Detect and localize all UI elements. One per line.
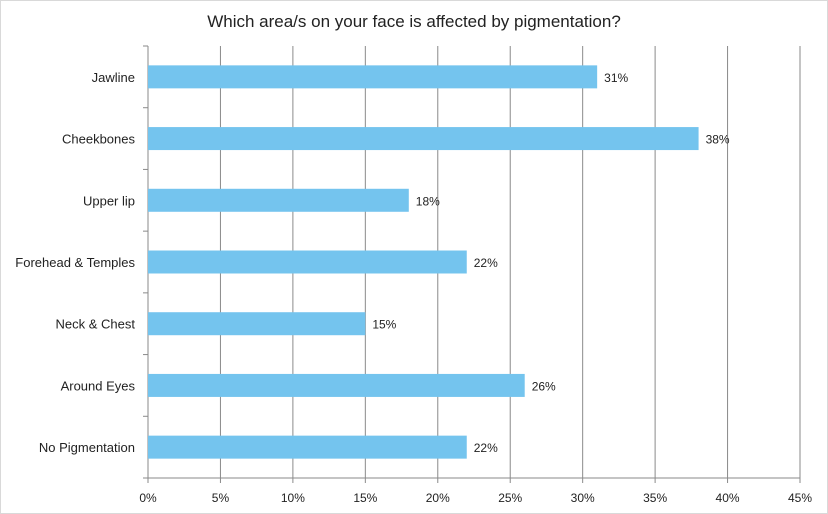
bar xyxy=(148,250,467,274)
category-label: Upper lip xyxy=(83,193,135,208)
x-tick-label: 20% xyxy=(426,491,450,505)
x-tick-label: 10% xyxy=(281,491,305,505)
category-label: No Pigmentation xyxy=(39,440,135,455)
bar xyxy=(148,435,467,459)
x-tick-label: 35% xyxy=(643,491,667,505)
x-tick-label: 45% xyxy=(788,491,812,505)
bar xyxy=(148,373,525,397)
data-label: 22% xyxy=(474,256,498,270)
data-label: 15% xyxy=(372,318,396,332)
bar xyxy=(148,188,409,212)
data-label: 26% xyxy=(532,379,556,393)
category-label: Jawline xyxy=(92,70,135,85)
bar xyxy=(148,127,699,151)
category-label: Forehead & Temples xyxy=(15,255,135,270)
data-label: 31% xyxy=(604,71,628,85)
bar xyxy=(148,65,598,89)
x-tick-label: 25% xyxy=(498,491,522,505)
data-label: 22% xyxy=(474,441,498,455)
category-label: Cheekbones xyxy=(62,132,135,147)
x-tick-label: 15% xyxy=(353,491,377,505)
data-label: 38% xyxy=(706,133,730,147)
x-tick-label: 40% xyxy=(716,491,740,505)
chart-title: Which area/s on your face is affected by… xyxy=(207,12,621,31)
category-label: Neck & Chest xyxy=(56,317,136,332)
bar xyxy=(148,312,366,336)
category-label: Around Eyes xyxy=(61,378,136,393)
x-tick-label: 30% xyxy=(571,491,595,505)
data-label: 18% xyxy=(416,194,440,208)
x-tick-label: 0% xyxy=(139,491,157,505)
x-tick-label: 5% xyxy=(212,491,230,505)
